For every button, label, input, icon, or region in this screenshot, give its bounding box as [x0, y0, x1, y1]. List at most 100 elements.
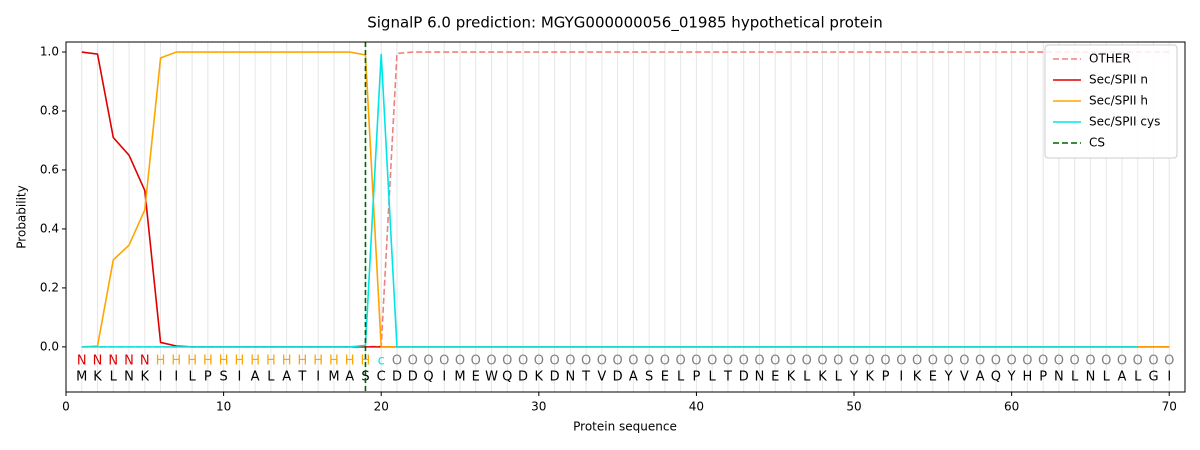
x-tick-label: 40: [689, 400, 704, 414]
legend-label: Sec/SPII h: [1089, 94, 1148, 108]
residue: P: [1039, 370, 1047, 385]
residue-label: O: [597, 354, 607, 369]
x-axis-label: Protein sequence: [573, 420, 677, 434]
residue: L: [110, 370, 118, 385]
residue-label: O: [423, 354, 433, 369]
residue-label: H: [345, 354, 355, 369]
residue: I: [316, 370, 320, 385]
residue: I: [174, 370, 178, 385]
y-tick-label: 0.8: [40, 103, 59, 117]
residue-label: O: [439, 354, 449, 369]
residue-label: O: [849, 354, 859, 369]
residue-label: O: [471, 354, 481, 369]
residue-label: O: [739, 354, 749, 369]
x-tick-label: 60: [1004, 400, 1019, 414]
residue: K: [913, 370, 922, 385]
residue-label: H: [282, 354, 292, 369]
residue-label: O: [1148, 354, 1158, 369]
residue-label: O: [628, 354, 638, 369]
x-tick-label: 70: [1162, 400, 1177, 414]
residue: K: [818, 370, 827, 385]
x-tick-label: 50: [846, 400, 861, 414]
residue-label: O: [1117, 354, 1127, 369]
residue-label: O: [802, 354, 812, 369]
residue-label: H: [219, 354, 229, 369]
residue: K: [141, 370, 150, 385]
residue: M: [76, 370, 87, 385]
residue: A: [1118, 370, 1127, 385]
residue: I: [1167, 370, 1171, 385]
residue: I: [899, 370, 903, 385]
residue: A: [629, 370, 638, 385]
residue: M: [454, 370, 465, 385]
residue: K: [93, 370, 102, 385]
residue: K: [535, 370, 544, 385]
line: [81, 51, 1170, 348]
line: [81, 51, 1170, 348]
legend-label: CS: [1089, 136, 1105, 150]
y-axis-label: Probability: [15, 185, 29, 248]
y-tick-label: 1.0: [40, 45, 59, 59]
residue: T: [581, 370, 590, 385]
residue: S: [361, 370, 369, 385]
residue: N: [755, 370, 765, 385]
residue-label: O: [928, 354, 938, 369]
residue-label: O: [833, 354, 843, 369]
residue: N: [1054, 370, 1064, 385]
residue-label: O: [896, 354, 906, 369]
residue-label: O: [1085, 354, 1095, 369]
residue-label: O: [581, 354, 591, 369]
residue: I: [442, 370, 446, 385]
residue-label: H: [250, 354, 260, 369]
residue: D: [550, 370, 560, 385]
residue-label: O: [644, 354, 654, 369]
residue-label: O: [770, 354, 780, 369]
residue: L: [835, 370, 843, 385]
residue: Y: [849, 370, 858, 385]
residue: D: [518, 370, 528, 385]
residue-label: O: [676, 354, 686, 369]
residue-label: O: [880, 354, 890, 369]
residue-label: O: [1133, 354, 1143, 369]
residue-label: O: [991, 354, 1001, 369]
residue-label: O: [502, 354, 512, 369]
residue: A: [976, 370, 985, 385]
residue-label: H: [313, 354, 323, 369]
residue: Y: [1007, 370, 1016, 385]
chart-title: SignalP 6.0 prediction: MGYG000000056_01…: [367, 14, 883, 33]
residue-label: N: [140, 354, 150, 369]
residue-label: O: [565, 354, 575, 369]
residue: D: [408, 370, 418, 385]
residue: L: [1103, 370, 1111, 385]
line: [81, 51, 1170, 348]
residue-label: O: [1007, 354, 1017, 369]
y-tick-label: 0.6: [40, 162, 59, 176]
residue: D: [392, 370, 402, 385]
residue-label: O: [1070, 354, 1080, 369]
residue-label: H: [156, 354, 166, 369]
residue: N: [124, 370, 134, 385]
legend-label: OTHER: [1089, 52, 1131, 66]
residue-label: O: [613, 354, 623, 369]
x-tick-label: 30: [531, 400, 546, 414]
residue-label: O: [754, 354, 764, 369]
residue-label: O: [455, 354, 465, 369]
residue: T: [723, 370, 732, 385]
x-tick-label: 10: [216, 400, 231, 414]
y-tick-label: 0.4: [40, 221, 59, 235]
residue: A: [251, 370, 260, 385]
residue-label: O: [817, 354, 827, 369]
residue-label: O: [1038, 354, 1048, 369]
residue: Y: [944, 370, 953, 385]
residue: K: [866, 370, 875, 385]
residue-label: H: [329, 354, 339, 369]
legend-label: Sec/SPII cys: [1089, 115, 1160, 129]
residue: A: [282, 370, 291, 385]
residue-label: O: [1101, 354, 1111, 369]
residue: V: [960, 370, 969, 385]
y-tick-label: 0.2: [40, 280, 59, 294]
residue: Q: [423, 370, 433, 385]
residue: L: [677, 370, 685, 385]
residue-label: O: [534, 354, 544, 369]
